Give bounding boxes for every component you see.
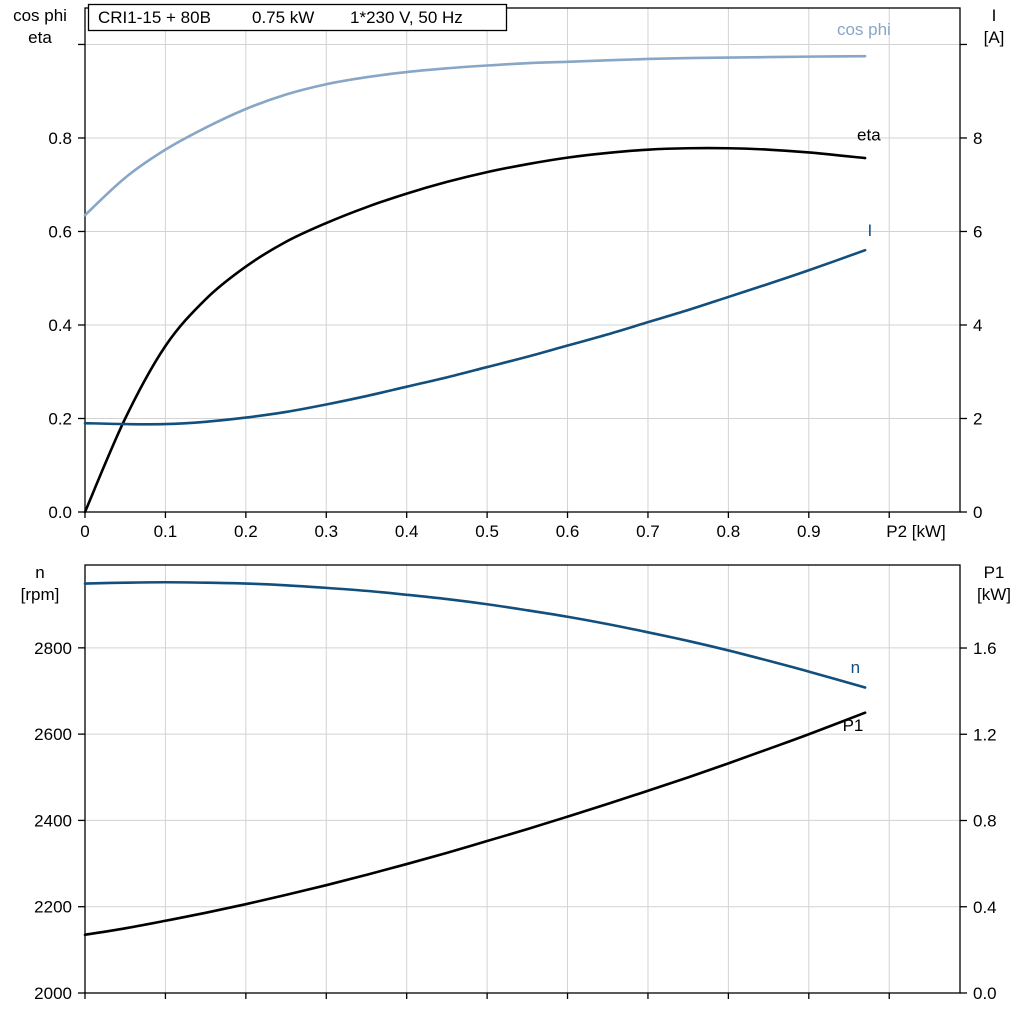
y-left-axis-title: cos phi <box>13 6 67 25</box>
y-left-axis-title: n <box>35 563 44 582</box>
x-tick-label: 0.4 <box>395 522 419 541</box>
y-right-tick-label: 0.4 <box>973 898 997 917</box>
curve-n <box>83 580 867 689</box>
y-right-tick-label: 1.6 <box>973 639 997 658</box>
x-tick-label: 0.5 <box>475 522 499 541</box>
curve-p1 <box>83 711 867 937</box>
y-left-tick-label: 2600 <box>34 725 72 744</box>
y-right-tick-label: 0.8 <box>973 812 997 831</box>
curve-label-i: I <box>868 221 873 240</box>
y-right-tick-label: 1.2 <box>973 725 997 744</box>
y-left-tick-label: 2400 <box>34 811 72 830</box>
y-right-tick-label: 4 <box>973 316 982 335</box>
curve-eta <box>83 146 867 514</box>
x-tick-label: 0.7 <box>636 522 660 541</box>
y-right-tick-label: 0 <box>973 503 982 522</box>
y-left-tick-label: 2800 <box>34 639 72 658</box>
x-tick-label: 0.8 <box>717 522 741 541</box>
x-axis-title: P2 [kW] <box>886 522 946 541</box>
y-left-tick-label: 0.2 <box>48 409 72 428</box>
y-right-tick-label: 2 <box>973 409 982 428</box>
y-left-tick-label: 0.0 <box>48 503 72 522</box>
y-right-axis-title: [A] <box>984 28 1005 47</box>
y-left-axis-title: [rpm] <box>21 585 60 604</box>
curve-label-p1: P1 <box>843 716 864 735</box>
curve-label-n: n <box>851 658 860 677</box>
y-right-axis-title: I <box>992 6 997 25</box>
x-tick-label: 0.1 <box>154 522 178 541</box>
y-left-tick-label: 0.6 <box>48 222 72 241</box>
x-tick-label: 0.3 <box>314 522 338 541</box>
curve-i <box>83 248 867 426</box>
x-tick-label: 0 <box>80 522 89 541</box>
y-left-axis-title: eta <box>28 28 52 47</box>
x-tick-label: 0.9 <box>797 522 821 541</box>
y-right-axis-title: [kW] <box>977 585 1011 604</box>
y-left-tick-label: 0.8 <box>48 129 72 148</box>
x-tick-label: 0.6 <box>556 522 580 541</box>
curve-label-eta: eta <box>857 125 881 144</box>
bottom-chart: 2000 2200 2400 2600 2800 0.0 0.4 0.8 1.2 1.6 n [rpm… <box>21 563 1011 1003</box>
y-left-tick-label: 2200 <box>34 898 72 917</box>
plot-frame <box>84 564 961 994</box>
y-right-tick-label: 6 <box>973 222 982 241</box>
y-left-tick-label: 2000 <box>34 984 72 1003</box>
y-left-tick-label: 0.4 <box>48 316 72 335</box>
curve-label-cos-phi: cos phi <box>837 20 891 39</box>
top-chart: 0 0.1 0.2 0.3 0.4 0.5 0.6 0.7 0.8 0.9 0.0 0.2 0.4 0.6… <box>13 3 1005 541</box>
curve-cos-phi <box>83 54 867 217</box>
y-right-axis-title: P1 <box>984 563 1005 582</box>
x-tick-label: 0.2 <box>234 522 258 541</box>
chart-title-box <box>87 3 508 32</box>
plot-frame <box>84 7 961 513</box>
chart-title: CRI1-15 + 80B 0.75 kW 1*230 V, 50 Hz <box>98 8 463 27</box>
y-right-tick-label: 8 <box>973 129 982 148</box>
y-right-tick-label: 0.0 <box>973 984 997 1003</box>
